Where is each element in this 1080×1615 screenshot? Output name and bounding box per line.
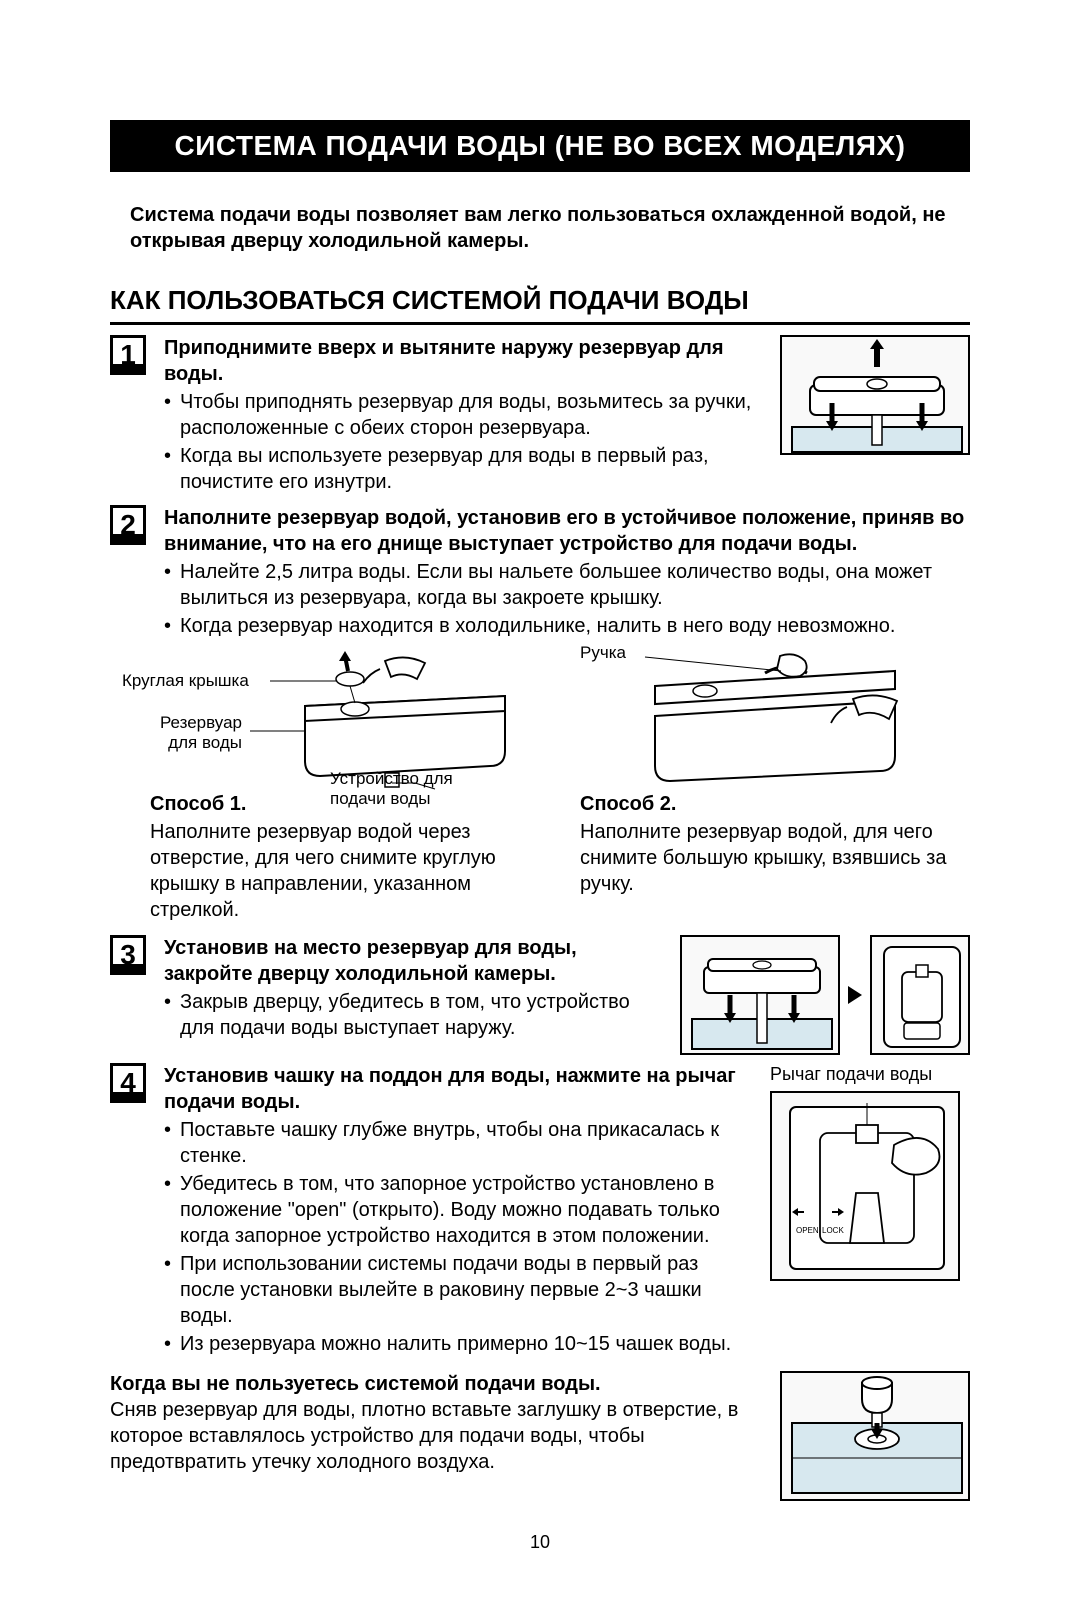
label-open: OPEN [796, 1226, 819, 1235]
step1-bullet2: Когда вы используете резервуар для воды … [164, 443, 768, 495]
label-handle: Ручка [580, 643, 626, 663]
note-row: Когда вы не пользуетесь системой подачи … [110, 1371, 970, 1501]
method2-title: Способ 2. [580, 791, 970, 817]
figure-step3a [680, 935, 840, 1055]
figure-step1 [780, 335, 970, 455]
method2-text: Наполните резервуар водой, для чего сним… [580, 819, 970, 897]
note-text: Сняв резервуар для воды, плотно вставьте… [110, 1397, 760, 1475]
step-number-4: 4 [110, 1063, 146, 1103]
method-1: Круглая крышка Резервуар для воды Устрой… [150, 651, 540, 923]
step-2: 2 Наполните резервуар водой, установив е… [110, 505, 970, 641]
step4-bullet2: Убедитесь в том, что запорное устройство… [164, 1171, 758, 1249]
step4-head: Установив чашку на поддон для воды, нажм… [164, 1063, 758, 1115]
label-reservoir: Резервуар для воды [142, 713, 242, 752]
step1-head: Приподнимите вверх и вытяните наружу рез… [164, 335, 768, 387]
section-title: КАК ПОЛЬЗОВАТЬСЯ СИСТЕМОЙ ПОДАЧИ ВОДЫ [110, 284, 970, 325]
label-dispenser: Устройство для подачи воды [330, 769, 470, 808]
label-lock: LOCK [822, 1226, 844, 1235]
step-number-2: 2 [110, 505, 146, 545]
method-2: Ручка Способ 2. Наполните резервуар водо… [580, 651, 970, 923]
page-number: 10 [110, 1531, 970, 1554]
figure-step4: OPEN LOCK [770, 1091, 960, 1281]
intro-text: Система подачи воды позволяет вам легко … [130, 202, 970, 254]
note-title: Когда вы не пользуетесь системой подачи … [110, 1371, 760, 1397]
label-lever: Рычаг подачи воды [770, 1063, 970, 1086]
step1-bullet1: Чтобы приподнять резервуар для воды, воз… [164, 389, 768, 441]
step4-bullet4: Из резервуара можно налить примерно 10~1… [164, 1331, 758, 1357]
step-number-1: 1 [110, 335, 146, 375]
step-3: 3 Установив на место резервуар для воды,… [110, 935, 970, 1055]
step2-head: Наполните резервуар водой, установив его… [164, 505, 970, 557]
step3-head: Установив на место резервуар для воды, з… [164, 935, 668, 987]
label-round-lid: Круглая крышка [122, 671, 249, 691]
step-4: 4 Установив чашку на поддон для воды, на… [110, 1063, 970, 1359]
step-number-3: 3 [110, 935, 146, 975]
step4-bullet3: При использовании системы подачи воды в … [164, 1251, 758, 1329]
method1-text: Наполните резервуар водой через отверсти… [150, 819, 540, 923]
step3-bullet1: Закрыв дверцу, убедитесь в том, что устр… [164, 989, 668, 1041]
methods-row: Круглая крышка Резервуар для воды Устрой… [150, 651, 970, 923]
figure-note [780, 1371, 970, 1501]
figure-step3b [870, 935, 970, 1055]
page-title: СИСТЕМА ПОДАЧИ ВОДЫ (НЕ ВО ВСЕХ МОДЕЛЯХ) [110, 120, 970, 172]
step-1: 1 Приподнимите вверх и вытяните наружу р… [110, 335, 970, 497]
step2-bullet1: Налейте 2,5 литра воды. Если вы нальете … [164, 559, 970, 611]
step2-bullet2: Когда резервуар находится в холодильнике… [164, 613, 970, 639]
arrow-right-icon [848, 986, 862, 1004]
step4-bullet1: Поставьте чашку глубже внутрь, чтобы она… [164, 1117, 758, 1169]
